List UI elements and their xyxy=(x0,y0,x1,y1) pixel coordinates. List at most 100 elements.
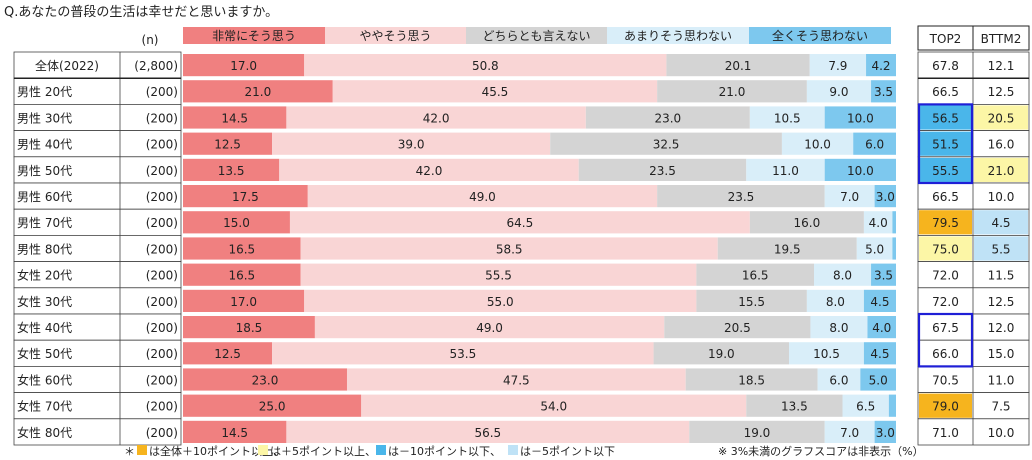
top2-value: 79.5 xyxy=(932,216,959,230)
row-n: (200) xyxy=(146,373,178,387)
bar-value-label: 64.5 xyxy=(507,216,534,230)
row-label: 全体(2022) xyxy=(35,58,99,73)
bar-segment xyxy=(361,394,747,417)
bttm2-highlight xyxy=(974,236,1028,261)
row-label: 男性 30代 xyxy=(17,111,72,125)
bar-value-label: 13.5 xyxy=(781,400,808,414)
footnote-swatch xyxy=(258,445,268,455)
summary-header: TOP2 BTTM2 xyxy=(917,25,1030,51)
bar-segment xyxy=(332,80,658,103)
chart-row: 男性 60代 (200) 17.5 49.0 23.5 7.0 3.0 66.5 10.0 xyxy=(13,182,1030,210)
bar-segment xyxy=(183,106,287,129)
bttm2-value: 15.0 xyxy=(988,347,1015,361)
bar-segment xyxy=(183,394,362,417)
bar-segment xyxy=(717,237,857,260)
bar-value-label: 25.0 xyxy=(259,400,286,414)
bar-value-label: 11.0 xyxy=(772,164,799,178)
bar-segment xyxy=(824,420,875,443)
footnote-text: は全体＋10ポイント以上、 xyxy=(149,444,284,458)
top2-value: 66.0 xyxy=(932,347,959,361)
row-label-box xyxy=(13,287,182,315)
chart-row: 女性 20代 (200) 16.5 55.5 16.5 8.0 3.5 72.0 11.5 xyxy=(13,261,1030,289)
top2-value: 79.0 xyxy=(932,400,959,414)
bar-segment xyxy=(746,394,843,417)
bar-segment xyxy=(806,80,872,103)
bar-value-label: 49.0 xyxy=(476,321,503,335)
bar-value-label: 17.0 xyxy=(230,295,257,309)
summary-cell-box xyxy=(917,313,1030,341)
bar-segment xyxy=(183,80,333,103)
top2-value: 66.5 xyxy=(932,85,959,99)
bar-value-label: 16.5 xyxy=(228,242,255,256)
bar-value-label: 10.0 xyxy=(847,164,874,178)
row-label: 女性 80代 xyxy=(17,425,72,440)
bar-value-label: 55.0 xyxy=(487,295,514,309)
row-label-box xyxy=(13,365,182,393)
bar-segment xyxy=(183,420,287,443)
row-label: 男性 20代 xyxy=(17,85,72,99)
bar-segment xyxy=(806,289,864,312)
row-n: (200) xyxy=(146,242,178,256)
row-label-box xyxy=(13,234,182,262)
row-label: 男性 50代 xyxy=(17,164,72,178)
footnote-swatch xyxy=(508,445,518,455)
bar-segment xyxy=(809,54,867,77)
bar-segment xyxy=(585,106,750,129)
bar-value-label: 5.0 xyxy=(865,242,884,256)
bar-segment xyxy=(866,54,896,77)
row-n: (2,800) xyxy=(134,59,178,73)
bar-value-label: 6.5 xyxy=(856,400,875,414)
top2-highlight xyxy=(919,210,972,235)
bar-segment xyxy=(183,132,273,155)
chart-row: 男性 30代 (200) 14.5 42.0 23.0 10.5 10.0 56.5 20.5 xyxy=(13,104,1030,132)
row-n: (200) xyxy=(146,111,178,125)
bar-segment xyxy=(300,263,697,286)
bar-value-label: 58.5 xyxy=(496,242,523,256)
bar-value-label: 8.0 xyxy=(833,269,852,283)
bar-value-label: 19.0 xyxy=(744,426,771,440)
bar-segment xyxy=(289,211,750,234)
row-n: (200) xyxy=(146,269,178,283)
row-label-box xyxy=(13,261,182,289)
bar-segment xyxy=(824,158,896,181)
row-label: 男性 40代 xyxy=(17,138,72,152)
bttm2-value: 21.0 xyxy=(988,164,1015,178)
bar-segment xyxy=(892,237,896,260)
bar-segment xyxy=(304,289,697,312)
bar-segment xyxy=(286,106,586,129)
row-n: (200) xyxy=(146,138,178,152)
bar-segment xyxy=(314,316,665,339)
bar-segment xyxy=(183,237,301,260)
bar-segment xyxy=(183,185,308,208)
summary-cell-box xyxy=(917,51,1030,79)
row-label: 女性 70代 xyxy=(17,399,72,414)
top2-value: 51.5 xyxy=(932,138,959,152)
bar-segment xyxy=(183,368,347,391)
bar-value-label: 4.5 xyxy=(870,295,889,309)
top2-value: 55.5 xyxy=(932,164,959,178)
bar-value-label: 4.0 xyxy=(872,321,891,335)
bar-value-label: 18.5 xyxy=(236,321,263,335)
bar-value-label: 16.0 xyxy=(794,216,821,230)
bar-segment xyxy=(856,237,893,260)
top2-header: TOP2 xyxy=(929,32,962,46)
top2-value: 75.0 xyxy=(932,242,959,256)
bar-value-label: 4.2 xyxy=(871,59,890,73)
bar-segment xyxy=(863,211,893,234)
bar-value-label: 55.5 xyxy=(485,269,512,283)
chart-row: 男性 70代 (200) 15.0 64.5 16.0 4.0 79.5 4.5 xyxy=(13,208,1030,236)
bar-value-label: 16.5 xyxy=(228,269,255,283)
row-label: 女性 30代 xyxy=(17,294,72,309)
bttm2-value: 4.5 xyxy=(991,216,1010,230)
bttm2-highlight xyxy=(974,210,1028,235)
bar-value-label: 10.0 xyxy=(804,138,831,152)
footnote-asterisk: ＊ xyxy=(124,445,135,458)
row-n: (200) xyxy=(146,164,178,178)
footnote: ＊ は全体＋10ポイント以上、は＋5ポイント以上、 は－10ポイント以下、 は－5ポイ… xyxy=(124,444,924,458)
legend-swatch xyxy=(466,27,607,44)
bar-value-label: 50.8 xyxy=(472,59,499,73)
bar-segment xyxy=(874,185,896,208)
bar-segment xyxy=(279,158,579,181)
top2-value: 70.5 xyxy=(932,373,959,387)
bar-segment xyxy=(183,316,315,339)
